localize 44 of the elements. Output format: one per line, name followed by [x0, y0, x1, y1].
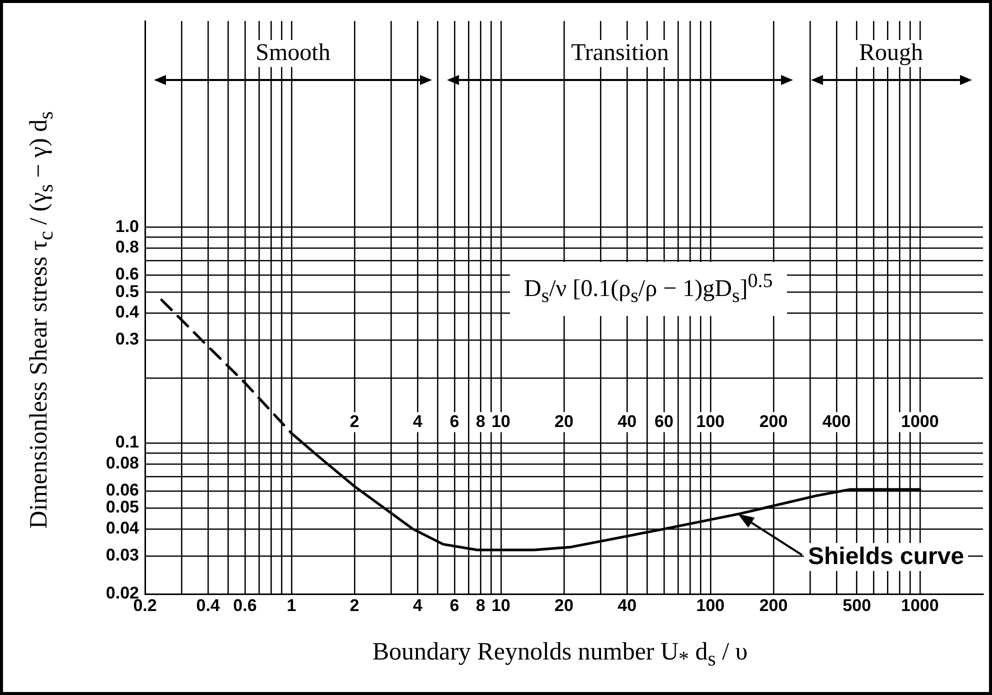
x-tick-label: 20 — [554, 596, 574, 615]
x-tick-label: 0.4 — [196, 596, 220, 615]
annotation: 400 — [822, 412, 851, 431]
annotation: 200 — [759, 412, 788, 431]
annotation: Transition — [565, 40, 675, 67]
x-tick-label: 4 — [412, 596, 423, 615]
annotation: 2 — [350, 412, 360, 431]
x-tick-label: 200 — [759, 596, 788, 615]
y-tick-label: 0.8 — [115, 238, 139, 257]
x-tick-label: 500 — [842, 596, 872, 615]
y-tick-label: 0.3 — [115, 330, 139, 349]
annotation: 10 — [491, 412, 510, 431]
x-tick-label: 40 — [618, 596, 637, 615]
annotation: D$_{s}$/ν [0.1(ρ$_{s}$/ρ − 1)gD$_{s}$]$^{0.5}$ — [510, 262, 787, 316]
annotation: Smooth — [250, 40, 336, 67]
x-tick-label: 1 — [286, 596, 296, 615]
x-tick-label: 10 — [491, 596, 510, 615]
annotation: Shields curve — [804, 543, 968, 571]
annotation: 40 — [618, 412, 637, 431]
y-tick-label: 0.03 — [106, 546, 139, 565]
y-tick-label: 0.08 — [106, 454, 139, 473]
annotation: 20 — [554, 412, 574, 431]
y-tick-label: 0.5 — [115, 282, 139, 301]
y-tick-label: 0.05 — [106, 498, 139, 517]
y-tick-label: 0.4 — [115, 302, 140, 322]
y-tick-label: 1.0 — [115, 216, 139, 236]
annotation: Rough — [852, 40, 930, 67]
annotation: 100 — [696, 412, 725, 431]
annotation: 1000 — [901, 412, 939, 431]
x-tick-label: 6 — [450, 596, 460, 615]
x-tick-label: 100 — [696, 596, 725, 615]
x-axis-title: Boundary Reynolds number U$_{*}$ d$_{s}$ / υ — [372, 638, 748, 672]
annotation: 60 — [654, 412, 674, 431]
y-tick-label: 0.1 — [115, 432, 139, 452]
x-tick-label: 2 — [350, 596, 360, 615]
y-tick-label: 0.06 — [106, 480, 139, 500]
annotation: 6 — [450, 412, 460, 431]
x-tick-label: 8 — [476, 596, 486, 615]
y-tick-label: 0.04 — [106, 518, 140, 538]
y-tick-label: 0.6 — [115, 264, 139, 284]
annotation: 8 — [476, 412, 486, 431]
x-tick-label: 0.6 — [233, 596, 257, 615]
annotation: 4 — [412, 412, 423, 431]
x-tick-label: 1000 — [901, 596, 939, 615]
